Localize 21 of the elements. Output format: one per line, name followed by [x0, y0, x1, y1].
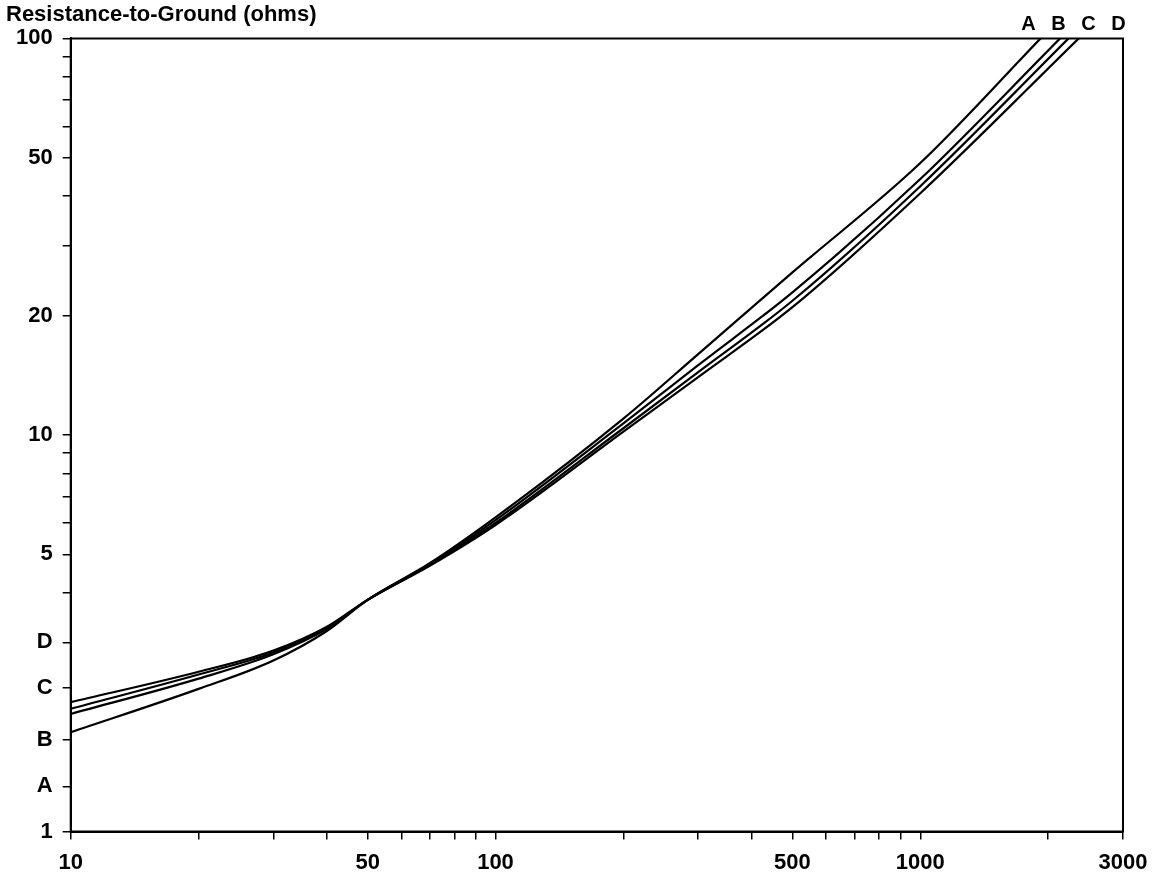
series-label: D [1111, 11, 1126, 34]
x-tick-label: 10 [58, 848, 83, 874]
y-tick-label: 10 [28, 421, 53, 447]
x-tick-label: 500 [774, 848, 811, 874]
y-tick-label: 1 [40, 817, 53, 843]
y-tick-label: A [36, 772, 53, 798]
series-label: A [1021, 11, 1036, 34]
x-tick-label: 100 [477, 848, 514, 874]
series-label: C [1081, 11, 1096, 34]
y-tick-label: B [36, 726, 53, 752]
chart-title: Resistance-to-Ground (ohms) [6, 1, 317, 27]
series-label: B [1051, 11, 1066, 34]
y-tick-label: 20 [28, 301, 53, 327]
y-tick-label: 100 [15, 24, 53, 50]
y-tick-label: C [36, 674, 53, 700]
y-tick-label: D [36, 628, 53, 654]
x-tick-label: 1000 [895, 848, 945, 874]
x-tick-label: 50 [355, 848, 380, 874]
y-tick-label: 50 [28, 143, 53, 169]
x-tick-label: 3000 [1098, 848, 1148, 874]
y-tick-label: 5 [40, 540, 53, 566]
